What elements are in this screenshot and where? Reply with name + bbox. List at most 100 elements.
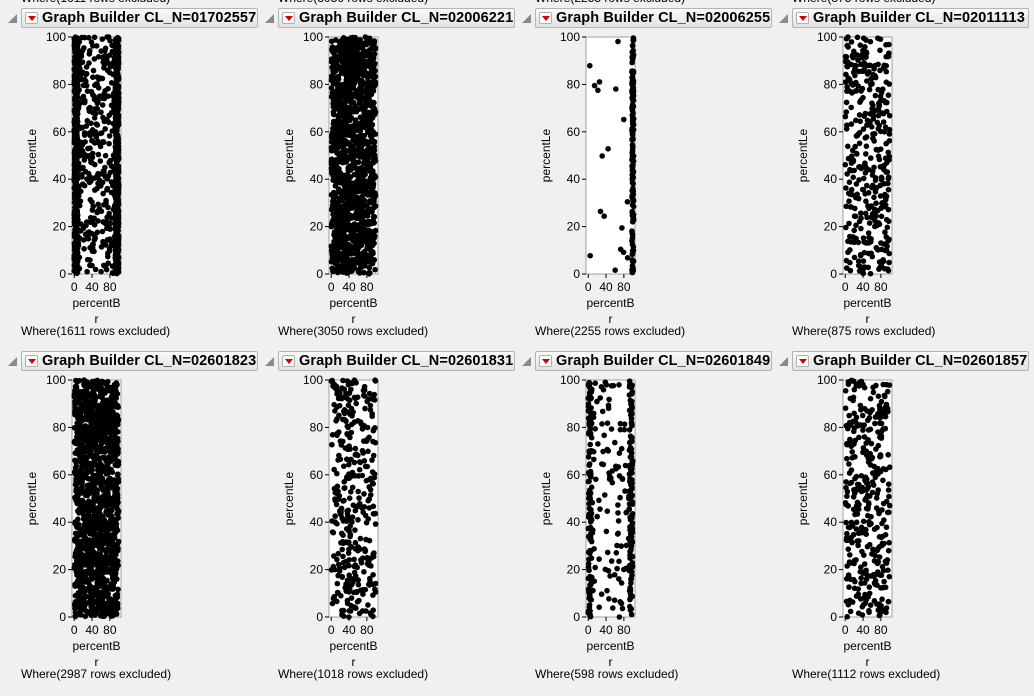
data-point — [629, 119, 636, 125]
data-point — [86, 229, 92, 235]
data-point — [114, 109, 120, 115]
data-point — [92, 479, 98, 486]
data-point — [858, 215, 864, 221]
data-point — [883, 234, 889, 240]
data-point — [844, 171, 850, 177]
panel-title: Graph Builder CL_N=02601823 — [42, 353, 257, 369]
x-tick-label: 40 — [856, 280, 870, 294]
y-tick-label: 100 — [560, 30, 580, 44]
data-point — [360, 117, 366, 124]
x-axis-label-wrap: r — [95, 655, 99, 669]
data-point — [371, 147, 378, 153]
data-point — [363, 203, 370, 209]
panel-title: Graph Builder CL_N=02006221 — [299, 10, 514, 26]
data-point — [81, 593, 88, 600]
data-point — [92, 402, 99, 409]
x-tick-label: 40 — [599, 280, 613, 294]
panel-title: Graph Builder CL_N=02011113 — [813, 10, 1025, 26]
data-point — [77, 409, 84, 416]
data-point — [345, 167, 352, 173]
data-point — [872, 92, 879, 99]
data-point — [114, 459, 120, 466]
data-point — [80, 510, 86, 516]
data-point — [87, 132, 93, 139]
data-point — [335, 106, 342, 113]
data-point — [96, 523, 102, 529]
data-point — [848, 104, 854, 111]
data-point — [98, 462, 105, 469]
disclosure-triangle-icon[interactable] — [8, 356, 17, 366]
data-point — [114, 261, 121, 268]
disclosure-triangle-icon[interactable] — [8, 13, 17, 23]
data-point — [350, 238, 357, 244]
data-point — [75, 610, 82, 616]
red-triangle-menu-icon[interactable] — [796, 12, 809, 24]
data-point — [328, 139, 335, 145]
data-point — [356, 268, 362, 275]
red-triangle-menu-icon[interactable] — [282, 12, 295, 24]
data-point — [864, 117, 871, 124]
data-point — [854, 151, 860, 157]
data-point — [864, 78, 870, 84]
disclosure-triangle-icon[interactable] — [265, 356, 274, 366]
data-point — [360, 207, 366, 214]
data-point — [368, 182, 374, 188]
data-point — [354, 187, 361, 194]
data-point — [82, 405, 88, 412]
data-point — [96, 93, 103, 99]
data-point — [333, 88, 339, 94]
data-point — [339, 51, 346, 57]
data-point — [81, 377, 87, 383]
disclosure-triangle-icon[interactable] — [265, 13, 274, 23]
data-point — [87, 173, 93, 180]
data-point — [81, 603, 87, 609]
x-axis-label-wrap: r — [866, 312, 870, 326]
data-point — [103, 242, 109, 248]
disclosure-triangle-icon[interactable] — [522, 13, 531, 23]
data-point — [106, 220, 113, 226]
data-point — [104, 463, 111, 469]
data-point — [336, 209, 342, 215]
data-point — [336, 231, 342, 238]
data-point — [850, 69, 857, 76]
data-point — [348, 99, 354, 105]
data-point — [94, 185, 100, 192]
data-point — [860, 270, 866, 277]
data-point — [845, 238, 851, 245]
data-point — [113, 159, 120, 165]
data-point — [874, 207, 881, 214]
data-point — [115, 416, 122, 423]
data-point — [106, 159, 112, 166]
red-triangle-menu-icon[interactable] — [282, 355, 295, 367]
data-point — [848, 39, 855, 45]
data-point — [339, 136, 345, 143]
data-point — [341, 223, 348, 229]
data-point — [360, 80, 367, 86]
data-point — [85, 236, 92, 242]
panel-title-bar: Graph Builder CL_N=01702557 — [21, 8, 258, 28]
data-point — [81, 246, 87, 252]
data-point — [98, 244, 105, 250]
data-point — [78, 545, 85, 552]
x-axis-label: percentB — [329, 296, 377, 310]
red-triangle-menu-icon[interactable] — [25, 12, 38, 24]
data-point — [328, 161, 335, 167]
data-point — [877, 93, 884, 100]
data-point — [81, 157, 88, 163]
graph-builder-panel: Graph Builder CL_N=01702557 0 20 40 60 80 100 0… — [4, 0, 261, 343]
data-point — [362, 52, 369, 59]
data-point — [878, 213, 885, 220]
data-point — [591, 82, 598, 89]
data-point — [356, 39, 362, 46]
data-point — [115, 586, 121, 593]
data-point — [86, 108, 93, 114]
disclosure-triangle-icon[interactable] — [779, 13, 788, 23]
red-triangle-menu-icon[interactable] — [539, 12, 552, 24]
data-point — [843, 257, 850, 264]
data-point — [340, 118, 347, 124]
data-point — [861, 175, 867, 182]
panel-header: Graph Builder CL_N=02006255 — [518, 7, 772, 29]
red-triangle-menu-icon[interactable] — [25, 355, 38, 367]
data-point — [366, 264, 373, 271]
